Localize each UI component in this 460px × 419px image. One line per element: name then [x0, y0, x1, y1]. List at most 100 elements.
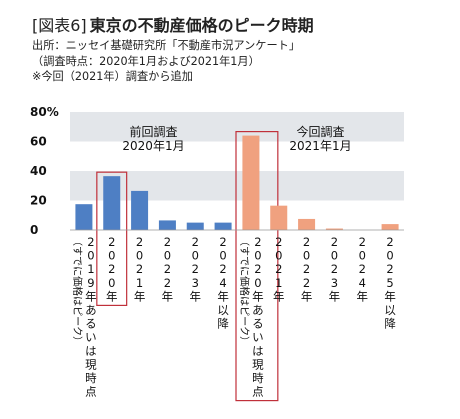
x-tick-label: 2 [303, 235, 310, 249]
x-tick-label: 0 [331, 249, 338, 263]
y-tick-label: 40 [30, 164, 47, 178]
x-tick-label: る [85, 317, 97, 331]
chart-title: 東京の不動産価格のピーク時期 [89, 16, 314, 35]
x-tick-label: 0 [108, 249, 115, 263]
x-tick-label: 2 [108, 262, 115, 276]
group-period: 2021年1月 [289, 139, 351, 153]
x-tick-label: 2 [164, 276, 171, 290]
x-tick-label: 年 [106, 289, 118, 303]
bar [131, 190, 149, 230]
x-tick-label: 2 [254, 235, 261, 249]
x-tick-label: 年 [252, 289, 264, 303]
x-tick-label: る [252, 317, 264, 331]
x-tick-label: 2 [219, 262, 226, 276]
x-tick-label: 降 [384, 317, 396, 331]
x-tick-label: 2 [192, 235, 199, 249]
x-tick-label: 1 [87, 262, 94, 276]
x-tick-note: （すでに価格はピーク） [71, 236, 84, 346]
x-tick-label: 0 [108, 276, 115, 290]
highlight-box [96, 171, 128, 307]
bar [270, 205, 288, 230]
x-tick-label: 2 [386, 262, 393, 276]
x-tick-label: 以 [384, 303, 396, 317]
x-tick-label: 年 [273, 289, 285, 303]
x-tick-label: 0 [254, 276, 261, 290]
figure-label: [図表6] [32, 16, 87, 35]
grid-band [70, 171, 404, 201]
x-tick-label: 時 [85, 371, 97, 385]
x-tick-label: 0 [87, 249, 94, 263]
x-tick-label: 0 [303, 249, 310, 263]
x-tick-label: は [85, 344, 97, 358]
x-tick-label: 年 [162, 289, 174, 303]
addition-note: ※今回（2021年）調査から追加 [32, 70, 193, 83]
x-tick-note: （すでに価格はピーク） [238, 236, 251, 346]
x-tick-label: 0 [275, 249, 282, 263]
bar [186, 222, 204, 230]
bar [381, 224, 399, 230]
grid-band [70, 112, 404, 142]
x-tick-label: 0 [192, 249, 199, 263]
x-tick-label: 2 [192, 262, 199, 276]
x-tick-label: 2 [359, 262, 366, 276]
x-tick-label: は [252, 344, 264, 358]
x-tick-label: い [252, 330, 264, 344]
y-tick-label: 80% [30, 105, 59, 119]
x-tick-label: 2 [219, 235, 226, 249]
source-note: 出所：ニッセイ基礎研究所「不動産市況アンケート」 [32, 39, 301, 52]
x-tick-label: 3 [192, 276, 199, 290]
x-tick-label: 2 [303, 262, 310, 276]
y-tick-label: 20 [30, 194, 47, 208]
x-tick-label: 現 [85, 357, 97, 371]
x-tick-label: 0 [359, 249, 366, 263]
x-tick-label: 2 [386, 235, 393, 249]
x-tick-label: あ [85, 303, 97, 317]
x-tick-label: 2 [136, 262, 143, 276]
x-tick-label: い [85, 330, 97, 344]
x-tick-label: 年 [384, 289, 396, 303]
x-tick-label: 2 [108, 235, 115, 249]
title-line: [図表6] 東京の不動産価格のピーク時期 [32, 12, 452, 36]
x-tick-label: 現 [252, 357, 264, 371]
x-tick-label: 年 [190, 289, 202, 303]
x-tick-label: 時 [252, 371, 264, 385]
highlight-box [235, 131, 279, 402]
x-tick-label: 2 [331, 262, 338, 276]
x-tick-label: 2 [275, 235, 282, 249]
x-tick-label: 0 [254, 249, 261, 263]
x-tick-label: 0 [386, 249, 393, 263]
x-tick-label: 0 [136, 249, 143, 263]
x-tick-label: 0 [164, 249, 171, 263]
x-tick-label: 以 [217, 303, 229, 317]
x-tick-label: 2 [331, 235, 338, 249]
x-tick-label: 年 [134, 289, 146, 303]
x-tick-label: 2 [164, 235, 171, 249]
x-tick-label: 3 [331, 276, 338, 290]
x-tick-label: 年 [85, 289, 97, 303]
x-tick-label: 4 [359, 276, 366, 290]
bar [214, 222, 232, 230]
x-tick-label: 1 [136, 276, 143, 290]
x-tick-label: 年 [357, 289, 369, 303]
x-tick-label: 年 [301, 289, 313, 303]
chart-header: [図表6] 東京の不動産価格のピーク時期 出所：ニッセイ基礎研究所「不動産市況ア… [32, 12, 452, 85]
y-tick-label: 60 [30, 135, 47, 149]
x-tick-label: 年 [329, 289, 341, 303]
bar [325, 228, 343, 230]
x-tick-label: 2 [275, 262, 282, 276]
bar [103, 176, 121, 230]
bar [242, 135, 260, 230]
x-tick-label: 降 [217, 317, 229, 331]
x-tick-label: 2 [87, 235, 94, 249]
bar [158, 220, 176, 230]
survey-period: （調査時点：2020年1月および2021年1月） [32, 54, 260, 68]
x-tick-label: 点 [252, 385, 264, 399]
y-tick-label: 0 [30, 223, 38, 237]
group-period: 2020年1月 [122, 139, 184, 153]
group-name: 前回調査 [129, 124, 177, 139]
group-name: 今回調査 [296, 124, 344, 139]
x-tick-label: 2 [359, 235, 366, 249]
bar [298, 218, 316, 230]
x-tick-label: 2 [303, 276, 310, 290]
